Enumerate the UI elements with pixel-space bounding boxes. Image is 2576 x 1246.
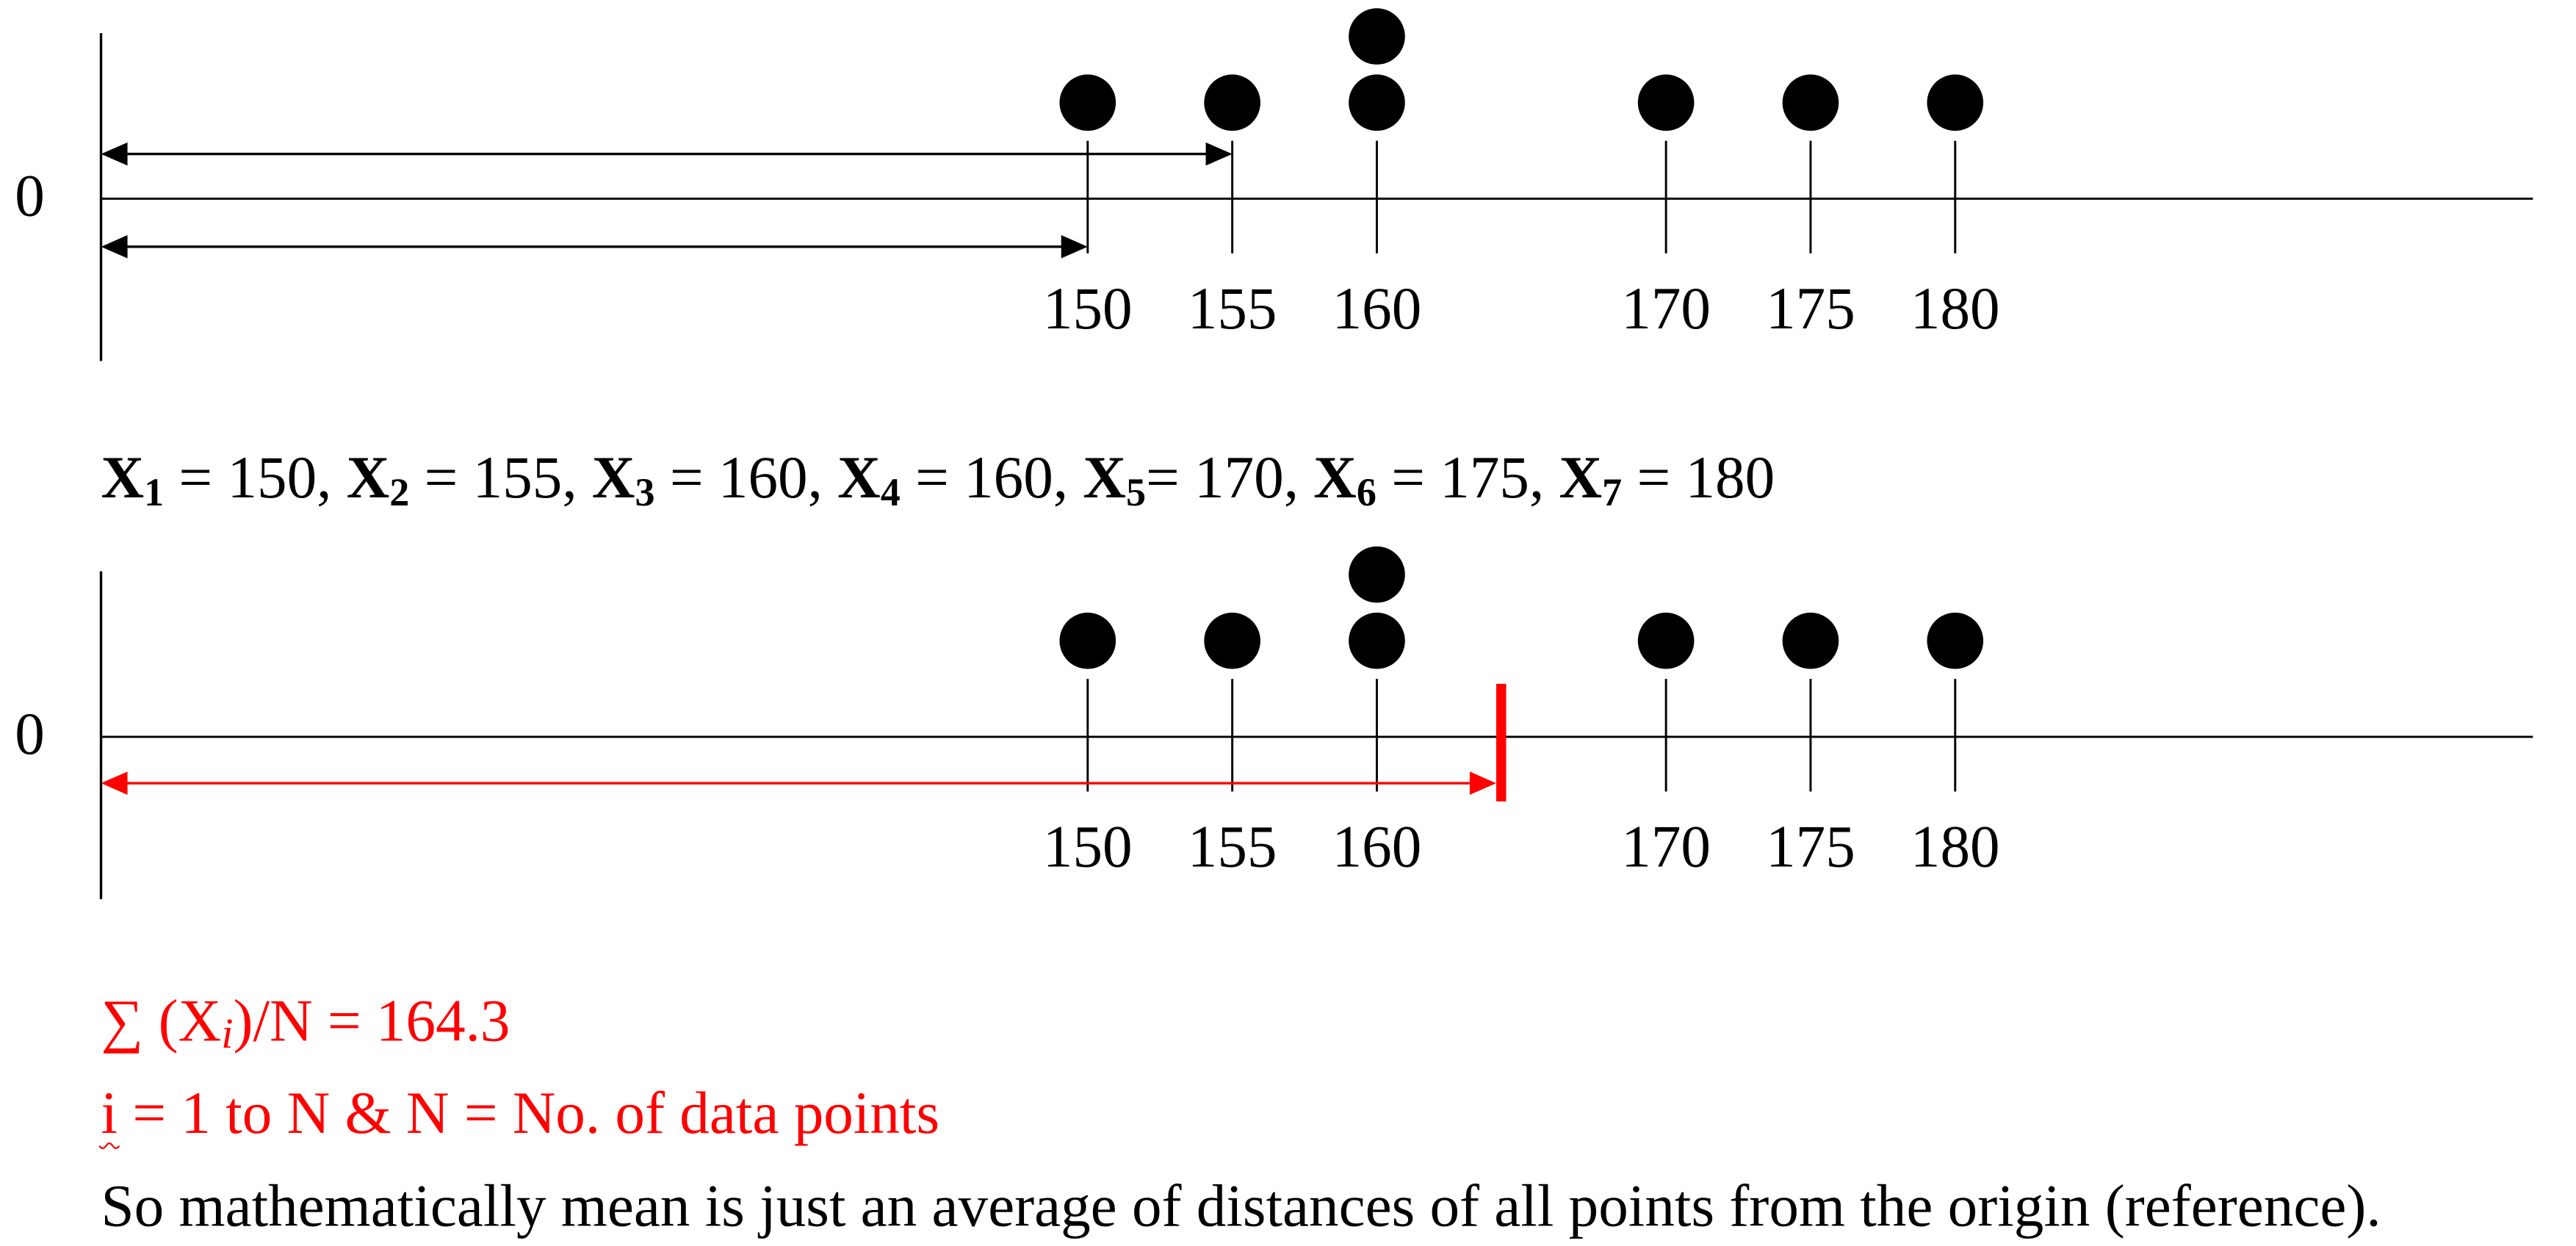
equals-sign: = [164, 444, 227, 511]
equation-line: X1 = 150, X2 = 155, X3 = 160, X4 = 160, … [101, 444, 1775, 515]
arrow-head [101, 235, 128, 259]
variable-value: 160 [964, 444, 1053, 511]
equals-sign: = [1622, 444, 1685, 511]
variable-subscript: 2 [389, 471, 409, 515]
mean-formula: ∑ (Xi)/N = 164.3 [101, 987, 510, 1058]
variable-name: X [1313, 444, 1357, 511]
mean-marker [1496, 683, 1507, 802]
equals-sign: = [1377, 444, 1440, 511]
variable-value: 160 [718, 444, 808, 511]
arrow-head [1061, 235, 1088, 259]
data-point [1637, 612, 1695, 669]
data-point [1059, 74, 1116, 132]
variable-value: 170 [1194, 444, 1284, 511]
variable-subscript: 6 [1357, 471, 1377, 515]
tick-label: 170 [1621, 276, 1711, 342]
tick-label: 155 [1188, 276, 1277, 342]
separator: , [1284, 444, 1314, 511]
data-point [1927, 612, 1984, 669]
data-point [1782, 612, 1839, 669]
data-point [1204, 74, 1260, 132]
variable-value: 155 [473, 444, 563, 511]
variable-name: X [592, 444, 635, 511]
variable-subscript: 3 [635, 471, 655, 515]
distance-arrow [101, 771, 1496, 795]
distance-arrow [101, 142, 1233, 166]
tick-label: 160 [1332, 276, 1422, 342]
variable-name: X [347, 444, 390, 511]
variable-subscript: 7 [1602, 471, 1622, 515]
equals-sign: = [901, 444, 964, 511]
spellcheck-underline [98, 1142, 120, 1150]
data-point [1059, 612, 1116, 669]
variable-name: X [1083, 444, 1126, 511]
variable-value: 180 [1686, 444, 1775, 511]
equals-sign: = [655, 444, 718, 511]
distance-arrow [101, 235, 1088, 259]
equals-sign: = [409, 444, 472, 511]
data-point [1927, 74, 1984, 132]
data-point [1204, 612, 1260, 669]
separator: , [1053, 444, 1083, 511]
arrow-head [101, 142, 128, 166]
variable-name: X [837, 444, 881, 511]
data-point [1349, 546, 1405, 603]
tick-label: 175 [1766, 276, 1855, 342]
equals-sign: = [1146, 444, 1194, 511]
variable-name: X [1559, 444, 1603, 511]
separator: , [808, 444, 838, 511]
formula-prefix: ∑ (X [101, 987, 222, 1054]
formula-subscript: i [221, 1010, 233, 1058]
data-point [1782, 74, 1839, 132]
variable-value: 175 [1440, 444, 1529, 511]
number-line-panel: 0 150 155 160 170 175 180 [15, 8, 2533, 361]
tick-label: 180 [1911, 813, 2000, 879]
tick-label: 175 [1766, 813, 1855, 879]
arrow-head [1469, 771, 1496, 795]
tick-label: 150 [1043, 276, 1133, 342]
arrow-head [1205, 142, 1233, 166]
mean-value: 164.3 [376, 987, 510, 1054]
tick-label: 160 [1332, 813, 1422, 879]
tick-label: 150 [1043, 813, 1133, 879]
data-point [1349, 612, 1405, 669]
number-line-panel: 0 150 155 160 170 175 180 [15, 546, 2533, 899]
definition-text: i = 1 to N & N = No. of data points [101, 1080, 940, 1146]
variable-value: 150 [227, 444, 317, 511]
conclusion-text: So mathematically mean is just an averag… [101, 1173, 2381, 1239]
data-point [1637, 74, 1695, 132]
tick-label: 155 [1188, 813, 1277, 879]
separator: , [1529, 444, 1559, 511]
variable-subscript: 5 [1126, 471, 1146, 515]
tick-label: 180 [1911, 276, 2000, 342]
origin-label: 0 [15, 701, 45, 767]
tick-label: 170 [1621, 813, 1711, 879]
data-point [1349, 74, 1405, 132]
separator: , [562, 444, 592, 511]
formula-suffix: )/N = [234, 987, 376, 1054]
variable-subscript: 4 [881, 471, 901, 515]
data-point [1349, 8, 1405, 65]
separator: , [317, 444, 347, 511]
origin-label: 0 [15, 163, 45, 229]
variable-name: X [101, 444, 145, 511]
variable-subscript: 1 [144, 471, 164, 515]
arrow-head [101, 771, 128, 795]
